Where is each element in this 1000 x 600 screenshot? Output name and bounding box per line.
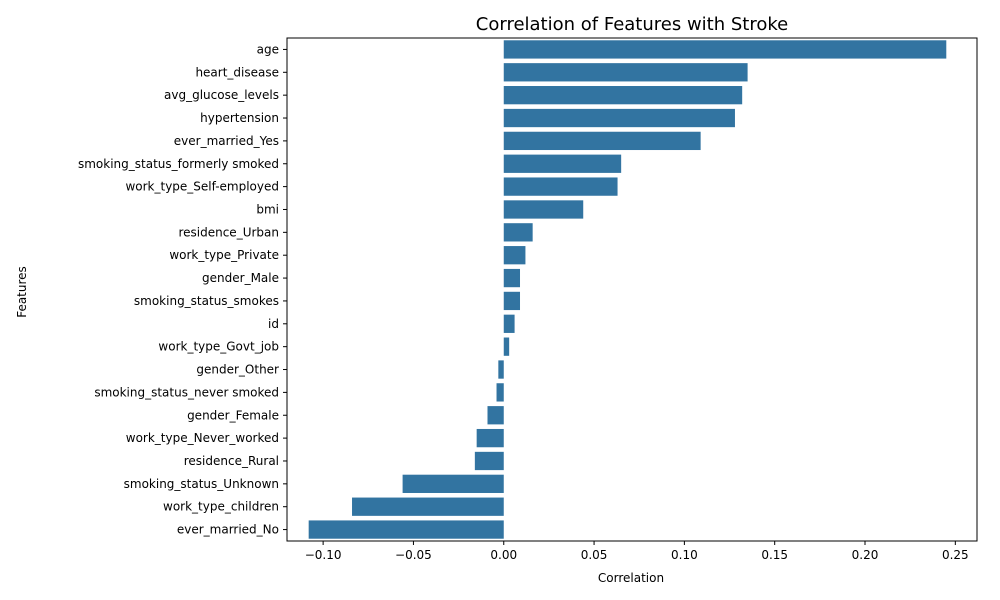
x-tick-label: 0.05	[581, 548, 608, 562]
y-tick-label: heart_disease	[195, 65, 279, 79]
bar	[496, 383, 504, 402]
y-axis-label: Features	[15, 266, 29, 318]
bar	[503, 223, 533, 242]
bar	[498, 360, 504, 379]
bar	[487, 406, 504, 425]
bars-group	[308, 40, 947, 539]
bar	[503, 63, 748, 82]
bar	[503, 40, 947, 59]
bar	[503, 177, 618, 196]
x-tick-label: 0.20	[852, 548, 879, 562]
plot-frame	[286, 37, 978, 542]
bar	[503, 131, 701, 151]
bar	[503, 337, 510, 356]
bar	[503, 200, 584, 219]
y-tick-label: avg_glucose_levels	[164, 88, 279, 102]
y-tick-label: residence_Urban	[178, 225, 279, 239]
y-tick-label: ever_married_No	[177, 523, 279, 537]
y-tick-label: bmi	[256, 202, 279, 216]
x-tick-label: 0.15	[761, 548, 788, 562]
x-tick-label: 0.10	[671, 548, 698, 562]
y-tick-label: age	[257, 42, 279, 56]
y-tick-label: work_type_Govt_job	[158, 340, 279, 354]
x-tick-label: 0.00	[490, 548, 517, 562]
bar	[503, 291, 521, 311]
y-tick-label: smoking_status_Unknown	[124, 477, 279, 491]
x-tick-label: 0.25	[942, 548, 969, 562]
y-tick-label: hypertension	[200, 111, 279, 125]
y-tick-label: work_type_Private	[169, 248, 279, 262]
y-tick-label: work_type_children	[163, 500, 279, 514]
bar	[474, 451, 504, 471]
y-tick-label: smoking_status_smokes	[134, 294, 279, 308]
chart-title: Correlation of Features with Stroke	[476, 14, 788, 35]
x-axis-label: Correlation	[598, 571, 664, 585]
y-tick-label: gender_Female	[187, 408, 279, 422]
bar	[503, 246, 526, 265]
x-tick-label: −0.05	[395, 548, 432, 562]
x-axis: −0.10 −0.05 0.00 0.05 0.10 0.15 0.20 0.25	[305, 541, 969, 562]
bar	[503, 154, 622, 173]
y-tick-label: gender_Male	[202, 271, 279, 285]
y-tick-label: smoking_status_formerly smoked	[78, 157, 279, 171]
y-tick-label: work_type_Never_worked	[126, 431, 279, 445]
bar	[476, 428, 504, 448]
y-tick-label: id	[268, 317, 279, 331]
bar	[503, 314, 515, 333]
bar	[503, 108, 735, 128]
y-axis: age heart_disease avg_glucose_levelshypert…	[78, 42, 287, 537]
bar	[308, 520, 504, 539]
y-tick-label: ever_married_Yes	[174, 134, 279, 148]
x-tick-label: −0.10	[305, 548, 342, 562]
y-tick-label: work_type_Self-employed	[125, 180, 279, 194]
bar	[503, 268, 521, 288]
y-tick-label: smoking_status_never smoked	[94, 385, 279, 399]
y-tick-label: gender_Other	[196, 363, 279, 377]
bar	[402, 474, 504, 493]
bar	[503, 86, 743, 105]
y-tick-label: residence_Rural	[184, 454, 279, 468]
bar	[352, 497, 504, 516]
